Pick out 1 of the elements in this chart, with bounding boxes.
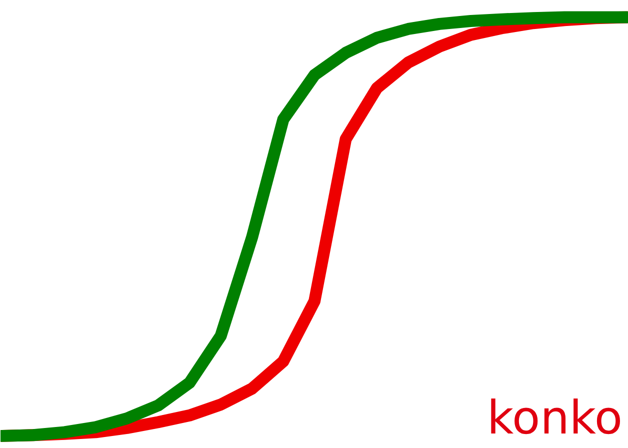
annotation: konko	[487, 390, 623, 444]
